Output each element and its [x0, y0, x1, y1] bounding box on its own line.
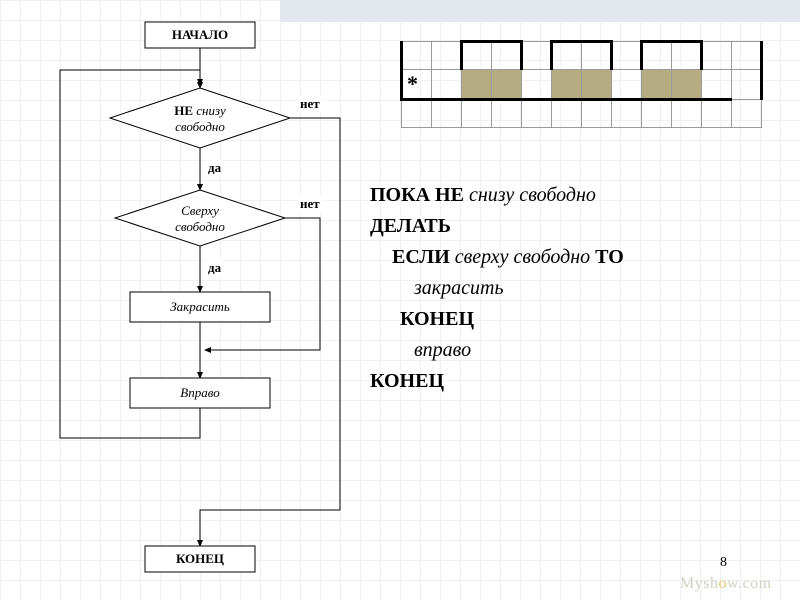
pseudocode-segment: КОНЕЦ — [400, 308, 474, 330]
pseudocode-segment: ЕСЛИ — [392, 246, 455, 268]
grid-cell — [642, 42, 672, 70]
grid-cell — [702, 100, 732, 128]
pseudocode-segment: ТО — [590, 246, 624, 268]
pseudocode-segment: КОНЕЦ — [370, 370, 444, 392]
grid-cell — [702, 70, 732, 100]
pseudocode-segment: ПОКА НЕ — [370, 184, 469, 206]
grid-cell — [402, 100, 432, 128]
grid-cell — [582, 42, 612, 70]
pseudocode-line: КОНЕЦ — [370, 304, 624, 335]
robot-grid: * — [400, 40, 763, 128]
pseudocode-segment: ДЕЛАТЬ — [370, 215, 451, 237]
grid-cell — [522, 42, 552, 70]
grid-cell — [732, 100, 762, 128]
grid-cell — [702, 42, 732, 70]
node-cond2-label1: Сверху — [181, 203, 219, 218]
node-proc2-label: Вправо — [180, 385, 220, 400]
grid-cell — [582, 70, 612, 100]
node-end-label: КОНЕЦ — [176, 551, 224, 566]
node-cond1-label1: НЕ снизу — [174, 103, 226, 118]
watermark: Myshow.com — [680, 575, 772, 593]
grid-cell — [462, 100, 492, 128]
grid-cell — [642, 70, 672, 100]
edge-label-no-2: нет — [298, 196, 322, 212]
pseudocode: ПОКА НЕ снизу свободно ДЕЛАТЬ ЕСЛИ сверху … — [370, 180, 624, 397]
grid-cell — [732, 70, 762, 100]
edge-cond1-no — [200, 118, 340, 546]
grid-cell — [402, 42, 432, 70]
grid-cell — [522, 70, 552, 100]
grid-cell — [582, 100, 612, 128]
pseudocode-line: ДЕЛАТЬ — [370, 211, 624, 242]
pseudocode-segment: закрасить — [414, 277, 504, 299]
edge-label-yes-2: да — [206, 260, 223, 276]
flowchart: НАЧАЛО НЕ снизу свободно Сверху свободно… — [0, 0, 360, 600]
pseudocode-segment: сверху свободно — [455, 246, 590, 268]
grid-cell — [432, 70, 462, 100]
pseudocode-line: ЕСЛИ сверху свободно ТО — [370, 242, 624, 273]
grid-cell — [552, 70, 582, 100]
grid-cell — [672, 100, 702, 128]
pseudocode-segment: снизу свободно — [469, 184, 596, 206]
grid-cell — [492, 100, 522, 128]
node-proc1-label: Закрасить — [170, 299, 230, 314]
grid-cell — [612, 42, 642, 70]
node-cond1-label2: свободно — [175, 119, 225, 134]
grid-cell — [672, 70, 702, 100]
grid-cell — [732, 42, 762, 70]
grid-cell — [552, 100, 582, 128]
grid-cell — [492, 70, 522, 100]
grid-cell — [522, 100, 552, 128]
grid-cell — [432, 42, 462, 70]
grid-cell — [492, 42, 522, 70]
grid-cell — [612, 70, 642, 100]
grid-cell: * — [402, 70, 432, 100]
node-cond2-label2: свободно — [175, 219, 225, 234]
page-number: 8 — [720, 555, 727, 571]
pseudocode-line: закрасить — [370, 273, 624, 304]
grid-cell — [672, 42, 702, 70]
grid-cell — [642, 100, 672, 128]
edge-label-yes-1: да — [206, 160, 223, 176]
grid-cell — [432, 100, 462, 128]
pseudocode-line: вправо — [370, 335, 624, 366]
pseudocode-line: КОНЕЦ — [370, 366, 624, 397]
node-start-label: НАЧАЛО — [172, 27, 228, 42]
edge-label-no-1: нет — [298, 96, 322, 112]
watermark-text-1: Mysh — [680, 575, 718, 592]
watermark-text-2: w.com — [727, 575, 772, 592]
pseudocode-line: ПОКА НЕ снизу свободно — [370, 180, 624, 211]
pseudocode-segment: вправо — [414, 339, 471, 361]
grid-cell — [462, 42, 492, 70]
grid-cell — [462, 70, 492, 100]
grid-cell — [552, 42, 582, 70]
watermark-text-o: o — [718, 575, 727, 592]
grid-cell — [612, 100, 642, 128]
